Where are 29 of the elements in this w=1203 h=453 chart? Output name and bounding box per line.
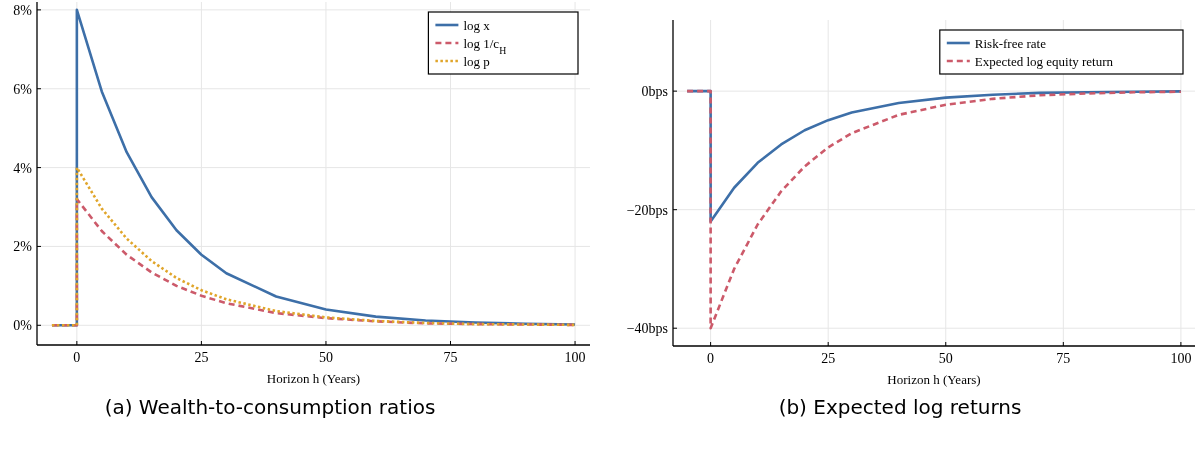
x-axis-title: Horizon h (Years) — [887, 372, 981, 387]
legend-label: log 1/c$_{H}$ — [463, 36, 507, 56]
x-tick-label: 75 — [443, 350, 458, 365]
x-tick-label: 100 — [564, 350, 586, 365]
y-tick-label: 6% — [13, 81, 33, 97]
y-tick-label: 2% — [13, 239, 33, 255]
y-tick-label: 0% — [13, 318, 33, 334]
x-tick-label: 0 — [707, 351, 715, 366]
y-tick-label: −40bps — [626, 321, 668, 337]
x-tick-label: 50 — [938, 351, 953, 366]
x-axis-title: Horizon h (Years) — [266, 371, 361, 386]
legend-label: Expected log equity return — [974, 54, 1114, 69]
x-tick-label: 25 — [194, 350, 209, 365]
x-tick-label: 0 — [73, 350, 81, 365]
y-tick-label: −20bps — [626, 202, 668, 218]
legend-label: log x — [463, 18, 491, 33]
line-series — [50, 166, 577, 327]
x-tick-label: 25 — [821, 351, 836, 366]
x-tick-label: 100 — [1170, 351, 1192, 366]
text: (b) Expected log returns — [778, 395, 1022, 419]
x-tick-label: 75 — [1056, 351, 1071, 366]
y-tick-label: 8% — [13, 2, 33, 18]
x-tick-label: 50 — [318, 350, 333, 365]
y-tick-label: 0bps — [641, 84, 668, 100]
line-series — [685, 89, 1183, 330]
legend-label: Risk-free rate — [974, 36, 1047, 51]
legend-label: log p — [463, 54, 490, 69]
y-tick-label: 4% — [13, 160, 33, 176]
text: (a) Wealth-to-consumption ratios — [104, 395, 436, 419]
